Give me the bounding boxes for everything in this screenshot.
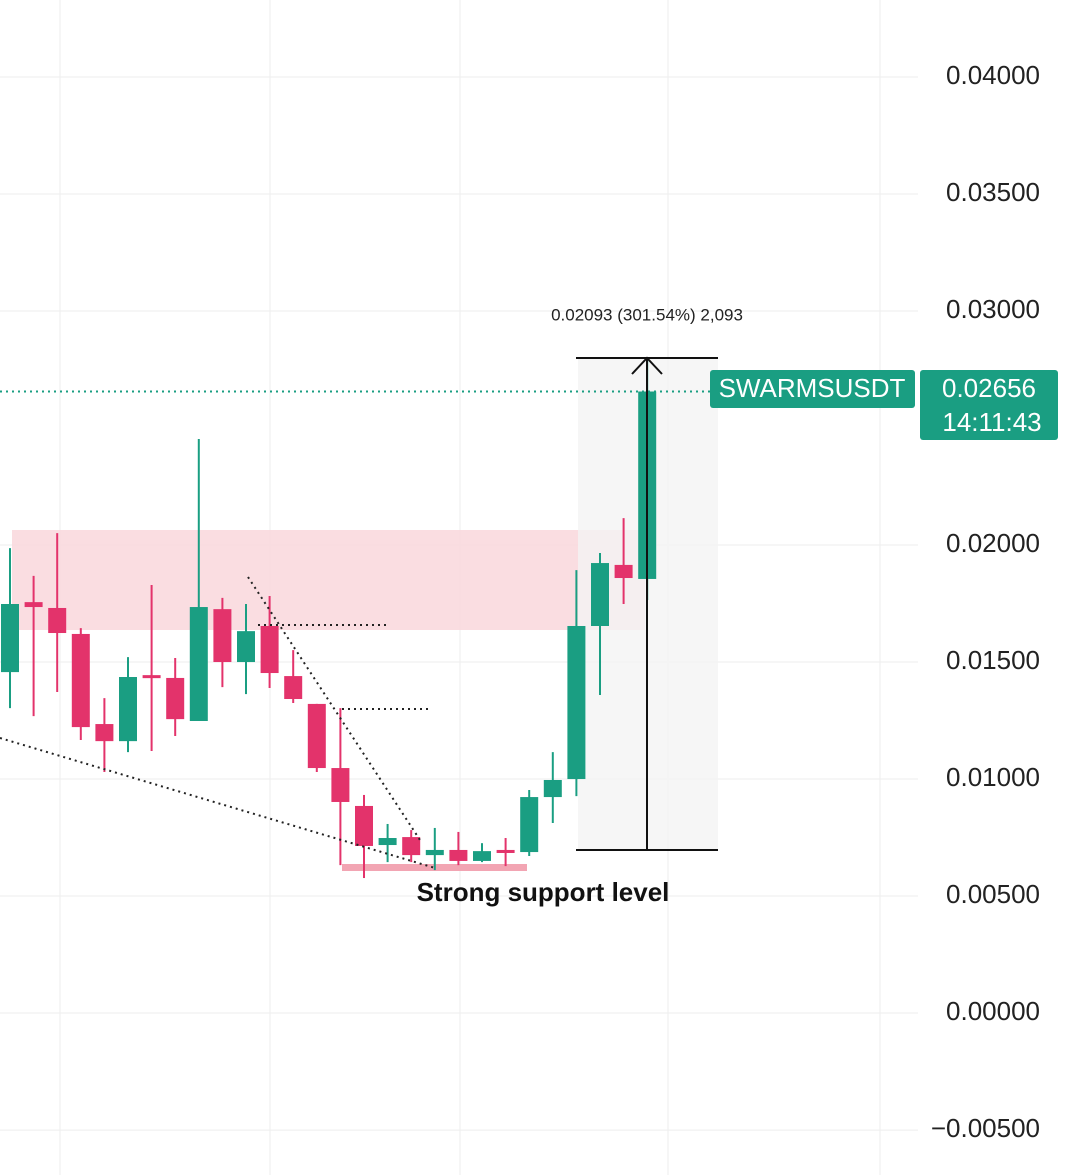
candle-body	[24, 602, 43, 608]
measure-arrow	[631, 356, 663, 375]
support-label: Strong support level	[417, 877, 670, 907]
candle-body	[1, 603, 19, 673]
candle-body	[425, 849, 444, 856]
candle-body	[567, 625, 586, 780]
price-tag	[920, 370, 1058, 440]
y-tick-label: 0.03500	[946, 177, 1040, 207]
y-tick-label: 0.01000	[946, 762, 1040, 792]
candle-body	[189, 607, 208, 722]
candle-body	[520, 797, 539, 853]
trend-line	[0, 737, 436, 869]
candle-body	[166, 677, 185, 720]
symbol-label: SWARMSUSDT	[719, 373, 906, 403]
y-tick-label: 0.01500	[946, 645, 1040, 675]
symbol-tag	[710, 370, 915, 408]
candle-body	[614, 564, 633, 579]
candle-body	[591, 563, 609, 626]
candle-body	[260, 625, 279, 674]
candle-body	[378, 838, 397, 846]
candle-body	[543, 779, 562, 798]
candle-body	[237, 631, 255, 663]
candle-body	[307, 703, 326, 769]
candle-body	[284, 676, 303, 700]
measure-tool	[576, 356, 718, 851]
y-tick-label: 0.00500	[946, 879, 1040, 909]
candle-body	[213, 609, 232, 663]
candle-body	[449, 849, 468, 861]
trend-line	[247, 576, 421, 841]
candle-body	[496, 849, 515, 853]
y-tick-label: 0.02000	[946, 528, 1040, 558]
candle-body	[331, 768, 350, 802]
candle-body	[473, 851, 491, 861]
candle-body	[355, 805, 373, 846]
candle-body	[142, 675, 161, 679]
y-tick-label: 0.00000	[946, 996, 1040, 1026]
candles	[1, 359, 657, 879]
resistance-zone	[12, 530, 645, 630]
y-tick-label: 0.03000	[946, 294, 1040, 324]
candle-body	[402, 837, 421, 856]
trend-lines	[0, 576, 436, 869]
candle-body	[95, 724, 114, 742]
candle-body	[71, 633, 90, 728]
countdown-label: 14:11:43	[942, 407, 1041, 437]
y-tick-label: 0.04000	[946, 60, 1040, 90]
candle-body	[119, 677, 137, 742]
grid	[0, 0, 918, 1175]
measure-label: 0.02093 (301.54%) 2,093	[551, 305, 743, 324]
candle-body	[48, 607, 67, 634]
y-tick-label: −0.00500	[931, 1113, 1040, 1143]
price-label: 0.02656	[942, 373, 1036, 403]
